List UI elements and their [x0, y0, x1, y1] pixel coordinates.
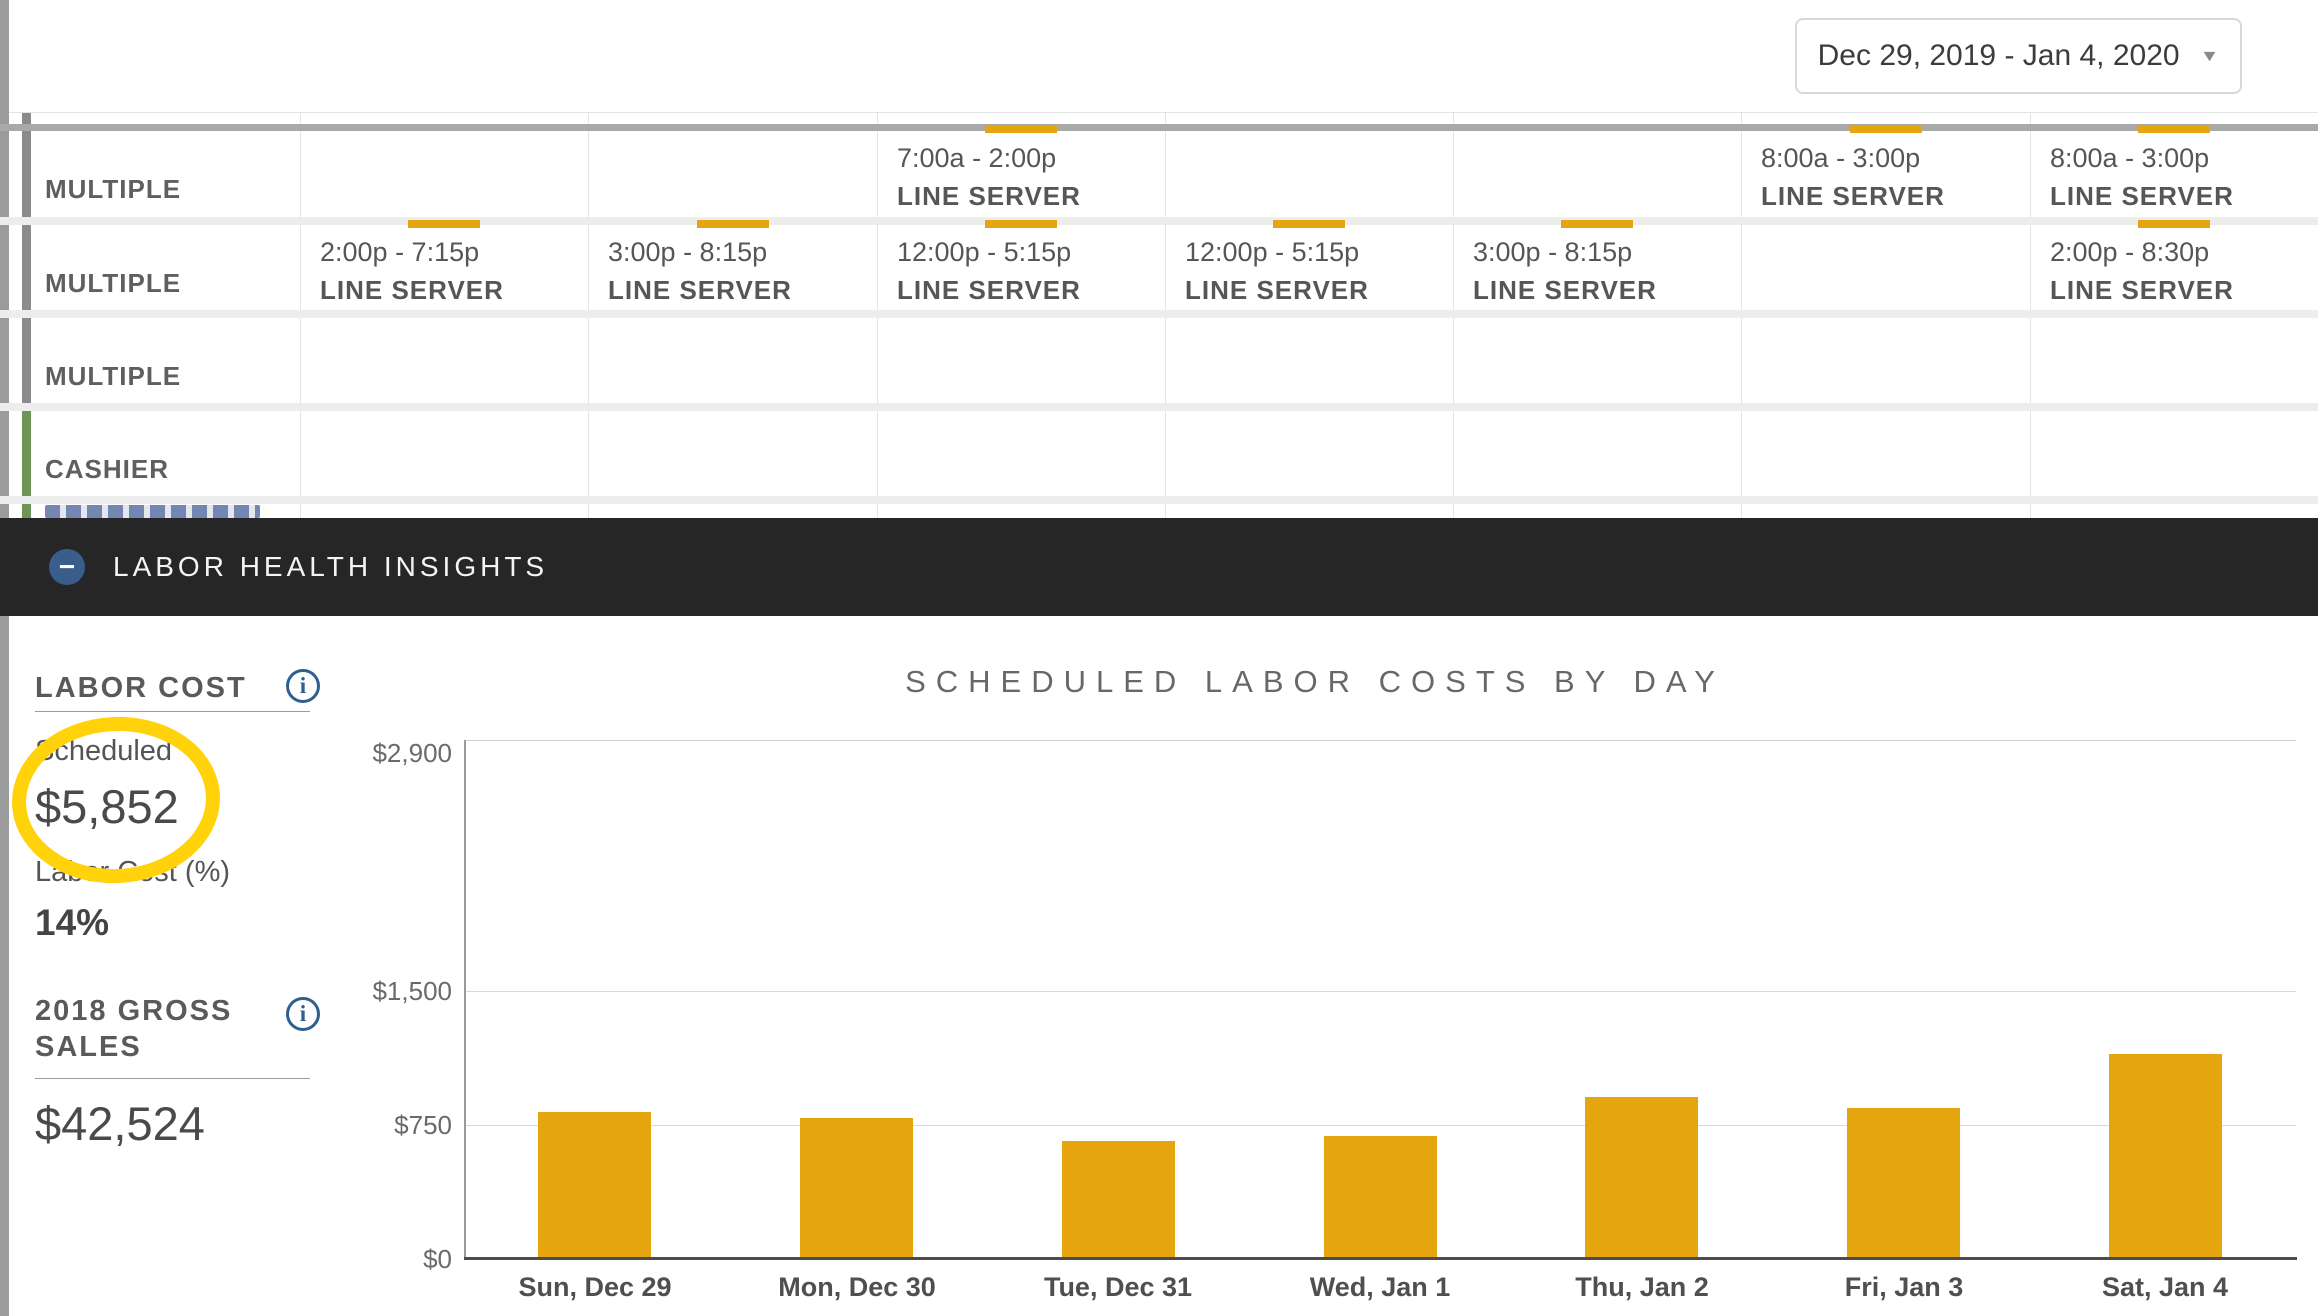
- minus-circle-icon: −: [58, 551, 76, 582]
- chart-bar-Tue, Dec 31: [1062, 1141, 1175, 1259]
- insights-title: LABOR HEALTH INSIGHTS: [113, 551, 549, 582]
- shift-color-tick: [2138, 125, 2210, 133]
- chart-bar-Sun, Dec 29: [538, 1112, 651, 1259]
- shift-role: LINE SERVER: [320, 275, 504, 305]
- chart-bar-Sat, Jan 4: [2109, 1054, 2222, 1259]
- x-axis-label: Mon, Dec 30: [778, 1272, 936, 1302]
- shift-role: LINE SERVER: [2050, 275, 2234, 305]
- shift-card[interactable]: 12:00p - 5:15p LINE SERVER: [1166, 220, 1452, 309]
- chart-title: SCHEDULED LABOR COSTS BY DAY: [905, 664, 1725, 699]
- scheduled-value: $5,852: [35, 780, 179, 833]
- row-divider: [0, 496, 2318, 504]
- row-accent-bar-clipped: [22, 504, 31, 518]
- date-range-button[interactable]: Dec 29, 2019 - Jan 4, 2020 ▼: [1795, 18, 2242, 94]
- row-divider: [0, 403, 2318, 411]
- shift-time: 2:00p - 8:30p: [2050, 237, 2210, 267]
- gross-sales-info-icon[interactable]: i: [286, 997, 320, 1031]
- collapse-button[interactable]: −: [49, 549, 85, 585]
- shift-role: LINE SERVER: [1185, 275, 1369, 305]
- shift-card[interactable]: 2:00p - 8:30p LINE SERVER: [2031, 220, 2317, 309]
- labor-health-insights-bar: − LABOR HEALTH INSIGHTS: [0, 518, 2318, 616]
- shift-role: LINE SERVER: [1761, 181, 1945, 211]
- shift-time: 8:00a - 3:00p: [2050, 143, 2210, 173]
- labor-cost-info-icon[interactable]: i: [286, 669, 320, 703]
- row-accent-clipped-top: [22, 113, 31, 124]
- shift-time: 3:00p - 8:15p: [1473, 237, 1633, 267]
- chart-gridline: [466, 1125, 2296, 1126]
- labor-cost-pct-label: Labor Cost (%): [35, 856, 231, 888]
- shift-color-tick: [1561, 220, 1633, 228]
- chart-bar-Fri, Jan 3: [1847, 1108, 1960, 1259]
- y-axis-label: $2,900: [372, 738, 452, 768]
- gross-sales-divider: [35, 1078, 310, 1079]
- x-axis-label: Thu, Jan 2: [1575, 1272, 1709, 1302]
- row-accent-bar: [22, 318, 31, 403]
- shift-card[interactable]: 2:00p - 7:15p LINE SERVER: [301, 220, 587, 309]
- shift-card[interactable]: 12:00p - 5:15p LINE SERVER: [878, 220, 1164, 309]
- row-label[interactable]: MULTIPLE: [45, 361, 182, 391]
- shift-color-tick: [2138, 220, 2210, 228]
- chart-top-border: [464, 740, 2296, 741]
- x-axis-label: Wed, Jan 1: [1309, 1272, 1451, 1302]
- shift-color-tick: [408, 220, 480, 228]
- y-axis-line: [464, 740, 466, 1259]
- shift-color-tick: [1273, 220, 1345, 228]
- chart-bar-Mon, Dec 30: [800, 1118, 913, 1259]
- x-axis-label: Tue, Dec 31: [1043, 1272, 1193, 1302]
- shift-role: LINE SERVER: [897, 275, 1081, 305]
- labor-cost-pct-value: 14%: [35, 902, 110, 943]
- x-axis-baseline: [464, 1257, 2297, 1260]
- shift-color-tick: [985, 220, 1057, 228]
- gross-sales-heading: 2018 GROSS SALES: [35, 995, 233, 1063]
- row-divider: [0, 310, 2318, 318]
- scheduled-label: Scheduled: [35, 735, 173, 767]
- shift-card[interactable]: 8:00a - 3:00p LINE SERVER: [2031, 125, 2317, 216]
- shift-role: LINE SERVER: [2050, 181, 2234, 211]
- grid-top-border: [0, 112, 2318, 113]
- schedule-header-shadow: [0, 124, 2318, 131]
- shift-card[interactable]: 7:00a - 2:00p LINE SERVER: [878, 125, 1164, 216]
- clipped-employee-name: [45, 505, 260, 518]
- labor-cost-heading: LABOR COST: [35, 672, 247, 704]
- shift-card[interactable]: 3:00p - 8:15p LINE SERVER: [1454, 220, 1740, 309]
- shift-time: 12:00p - 5:15p: [1185, 237, 1360, 267]
- row-label[interactable]: MULTIPLE: [45, 174, 182, 204]
- shift-time: 7:00a - 2:00p: [897, 143, 1057, 173]
- shift-card[interactable]: 3:00p - 8:15p LINE SERVER: [589, 220, 876, 309]
- chart-gridline: [466, 991, 2296, 992]
- x-axis-label: Sat, Jan 4: [2101, 1272, 2229, 1302]
- row-accent-bar: [22, 225, 31, 310]
- y-axis-label: $1,500: [372, 976, 452, 1006]
- shift-role: LINE SERVER: [608, 275, 792, 305]
- shift-time: 2:00p - 7:15p: [320, 237, 480, 267]
- shift-color-tick: [1849, 125, 1922, 133]
- chart-bar-Wed, Jan 1: [1324, 1136, 1437, 1259]
- date-range-label: Dec 29, 2019 - Jan 4, 2020: [1817, 39, 2180, 72]
- shift-role: LINE SERVER: [1473, 275, 1657, 305]
- row-accent-bar: [22, 131, 31, 217]
- row-label[interactable]: MULTIPLE: [45, 268, 182, 298]
- caret-down-icon: ▼: [2199, 46, 2220, 65]
- info-icon-glyph: i: [299, 673, 307, 698]
- row-divider: [0, 217, 2318, 225]
- row-accent-bar: [22, 411, 31, 496]
- row-label[interactable]: CASHIER: [45, 454, 170, 484]
- info-icon-glyph: i: [299, 1001, 307, 1026]
- gross-sales-value: $42,524: [35, 1097, 205, 1150]
- x-axis-label: Sun, Dec 29: [518, 1272, 672, 1302]
- shift-color-tick: [696, 220, 769, 228]
- labor-cost-divider: [35, 711, 310, 712]
- shift-color-tick: [985, 125, 1057, 133]
- shift-time: 8:00a - 3:00p: [1761, 143, 1921, 173]
- shift-time: 3:00p - 8:15p: [608, 237, 768, 267]
- x-axis-label: Fri, Jan 3: [1844, 1272, 1964, 1302]
- shift-time: 12:00p - 5:15p: [897, 237, 1072, 267]
- y-axis-label: $0: [423, 1244, 452, 1274]
- chart-bar-Thu, Jan 2: [1585, 1097, 1698, 1259]
- window-left-border: [0, 0, 9, 1316]
- y-axis-label: $750: [394, 1110, 452, 1140]
- shift-card[interactable]: 8:00a - 3:00p LINE SERVER: [1742, 125, 2029, 216]
- shift-role: LINE SERVER: [897, 181, 1081, 211]
